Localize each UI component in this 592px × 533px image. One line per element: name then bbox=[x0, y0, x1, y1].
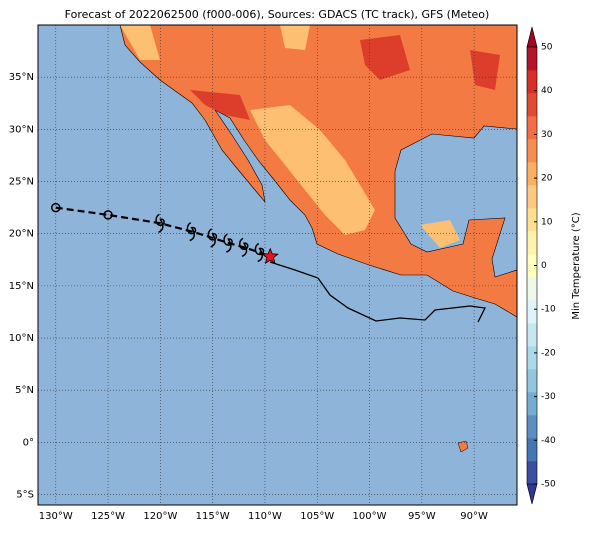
colorbar-tick-label: 10 bbox=[541, 217, 553, 227]
track-line bbox=[55, 206, 271, 258]
colorbar-tick-label: -20 bbox=[541, 348, 556, 358]
colorbar-tick-label: 20 bbox=[541, 174, 553, 184]
tc-symbol bbox=[207, 228, 218, 248]
track-star bbox=[261, 247, 279, 264]
x-tick-label: 115°W bbox=[196, 511, 230, 522]
colorbar-cell bbox=[527, 369, 537, 393]
y-tick-label: 10°N bbox=[9, 333, 34, 344]
x-tick-label: 130°W bbox=[39, 511, 73, 522]
colorbar-cell bbox=[527, 346, 537, 370]
land-warm bbox=[190, 35, 500, 120]
colorbar-tick-label: -10 bbox=[541, 305, 556, 315]
colorbar-cell bbox=[527, 438, 537, 462]
colorbar-tick-label: 30 bbox=[541, 130, 553, 140]
y-tick-label: 35°N bbox=[9, 72, 34, 83]
colorbar-cell bbox=[527, 254, 537, 278]
colorbar-cell bbox=[527, 323, 537, 347]
colorbar-cell bbox=[527, 392, 537, 416]
coast-line bbox=[269, 261, 486, 323]
colorbar-tick-label: -40 bbox=[541, 436, 556, 446]
colorbar-cell bbox=[527, 415, 537, 439]
land-highlands bbox=[120, 25, 460, 248]
tc-symbol bbox=[239, 237, 249, 257]
colorbar-cell bbox=[527, 185, 537, 209]
colorbar-label: Min Temperature (°C) bbox=[571, 212, 582, 319]
colorbar-cell bbox=[527, 162, 537, 186]
colorbar-extend bbox=[526, 483, 538, 505]
colorbar-tick-label: -50 bbox=[541, 480, 556, 490]
x-tick-label: 95°W bbox=[408, 511, 436, 522]
y-tick-label: 20°N bbox=[9, 229, 34, 240]
y-tick-label: 5°S bbox=[16, 490, 34, 501]
y-tick-label: 5°N bbox=[15, 385, 34, 396]
tc-symbol bbox=[155, 213, 165, 233]
tc-symbol bbox=[186, 221, 197, 242]
colorbar-cell bbox=[527, 300, 537, 324]
colorbar-tick-label: 0 bbox=[541, 261, 547, 271]
colorbar-tick-label: 40 bbox=[541, 86, 553, 96]
x-tick-label: 120°W bbox=[143, 511, 177, 522]
colorbar-cell bbox=[527, 139, 537, 163]
colorbar-cell bbox=[527, 116, 537, 140]
track-point bbox=[51, 202, 61, 213]
title: Forecast of 2022062500 (f000-006), Sourc… bbox=[65, 8, 490, 21]
frame bbox=[37, 24, 518, 506]
y-tick-label: 15°N bbox=[9, 281, 34, 292]
colorbar-cell bbox=[527, 231, 537, 255]
colorbar-tick-label: 50 bbox=[541, 43, 553, 53]
colorbar-cell bbox=[527, 208, 537, 232]
track-point bbox=[103, 210, 113, 220]
colorbar-extend bbox=[526, 26, 538, 48]
map-area bbox=[38, 25, 517, 505]
colorbar-cell bbox=[527, 47, 537, 71]
x-tick-label: 90°W bbox=[460, 511, 488, 522]
tc-symbol bbox=[254, 242, 265, 263]
colorbar-cell bbox=[527, 277, 537, 301]
y-tick-label: 25°N bbox=[9, 177, 34, 188]
tc-symbol bbox=[223, 233, 233, 253]
colorbar-cell bbox=[527, 70, 537, 94]
x-tick-label: 125°W bbox=[91, 511, 125, 522]
colorbar-cell bbox=[527, 461, 537, 485]
x-tick-label: 105°W bbox=[300, 511, 334, 522]
x-tick-label: 110°W bbox=[248, 511, 282, 522]
colorbar-tick-label: -30 bbox=[541, 392, 556, 402]
galapagos bbox=[457, 440, 469, 453]
x-tick-label: 100°W bbox=[353, 511, 387, 522]
colorbar-cell bbox=[527, 93, 537, 117]
y-tick-label: 30°N bbox=[9, 124, 34, 135]
y-tick-label: 0° bbox=[23, 437, 34, 448]
